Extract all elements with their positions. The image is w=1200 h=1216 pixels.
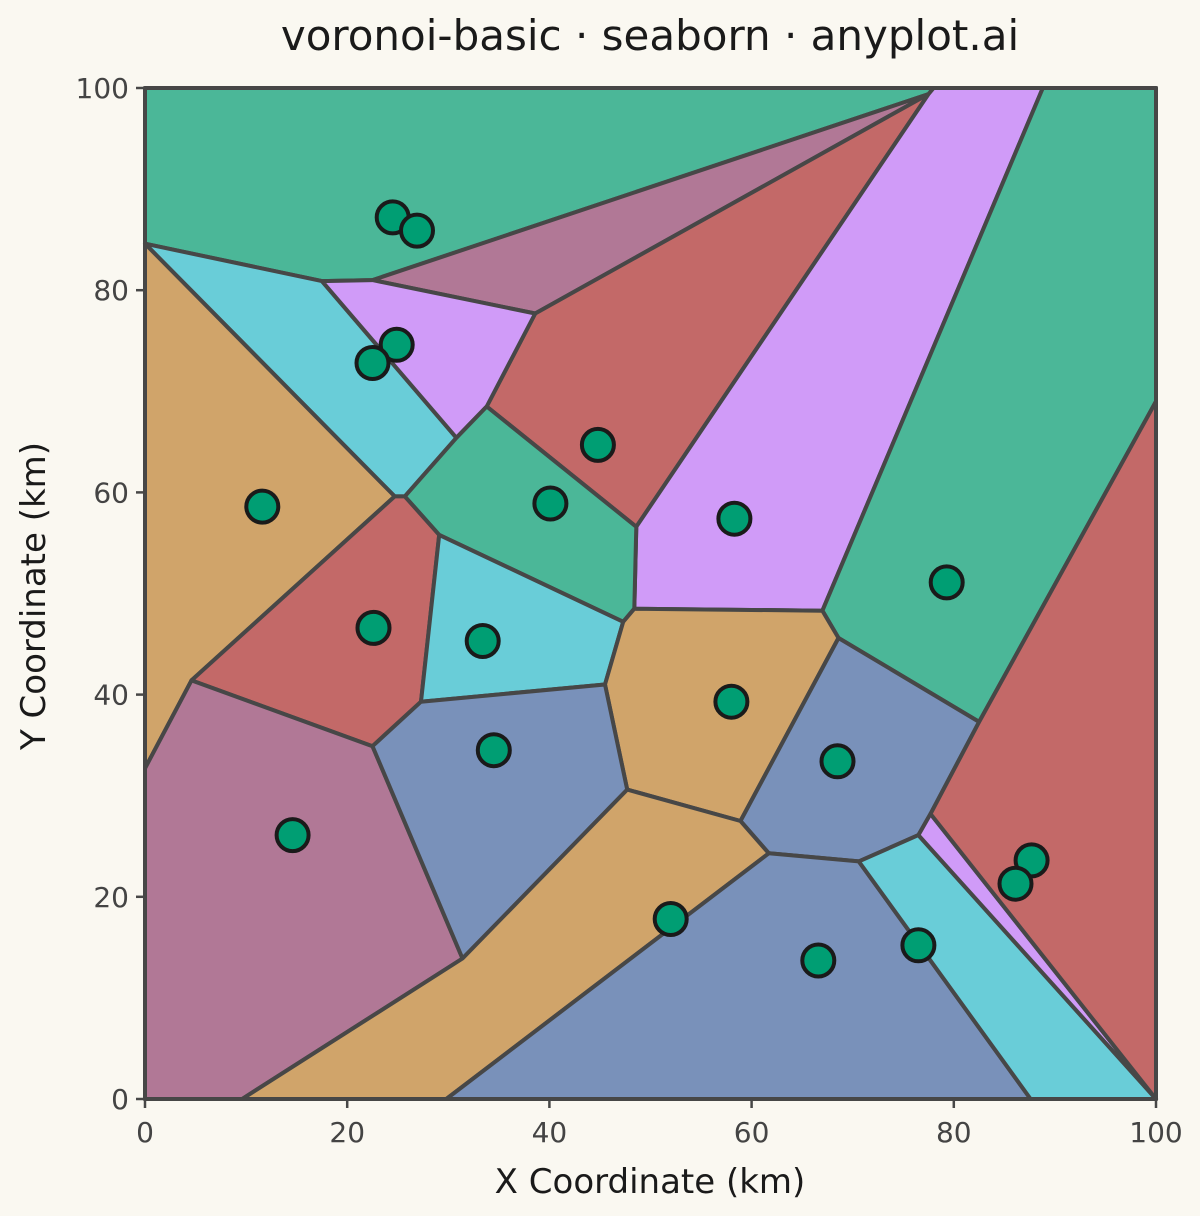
voronoi-cell-14: [370, 682, 630, 961]
x-tick-label: 100: [1129, 1116, 1182, 1149]
seed-point-9: [928, 564, 965, 601]
y-tick-label: 80: [93, 274, 129, 307]
seed-point-18: [652, 901, 689, 937]
seed-point-11: [464, 623, 501, 659]
y-tick-label: 60: [93, 476, 129, 509]
y-axis: 0 20 40 60 80 100: [76, 72, 145, 1116]
x-axis-label: X Coordinate (km): [495, 1162, 806, 1202]
seed-point-13: [475, 732, 512, 769]
x-tick-label: 40: [532, 1116, 568, 1149]
seed-point-19: [900, 927, 937, 964]
seed-point-12: [713, 683, 750, 720]
seed-point-10: [355, 609, 392, 646]
seed-point-14: [819, 743, 856, 780]
x-axis: 0 20 40 60 80 100: [136, 1099, 1183, 1149]
x-tick-label: 60: [734, 1116, 770, 1149]
seed-point-2: [399, 212, 435, 249]
y-tick-label: 40: [93, 679, 129, 712]
seed-point-17: [997, 865, 1034, 902]
plot-frame: [143, 86, 1158, 1101]
seed-point-15: [274, 817, 311, 854]
seed-point-4: [354, 345, 391, 381]
seed-point-20: [800, 942, 837, 979]
y-tick-label: 100: [76, 72, 129, 105]
seed-point-6: [244, 488, 281, 525]
seed-point-5: [579, 426, 616, 463]
x-tick-label: 80: [936, 1116, 972, 1149]
voronoi-cell-7: [319, 278, 538, 440]
y-axis-label: Y Coordinate (km): [14, 442, 54, 751]
voronoi-cells: [143, 86, 1158, 1101]
y-tick-label: 20: [93, 881, 129, 914]
seed-point-8: [716, 500, 753, 537]
x-tick-label: 0: [136, 1116, 154, 1149]
y-tick-label: 0: [111, 1083, 129, 1116]
seed-points: [244, 199, 1050, 979]
seed-point-7: [532, 485, 569, 522]
seed-point-3: [378, 326, 415, 363]
chart-title: voronoi-basic · seaborn · anyplot.ai: [281, 11, 1019, 60]
x-tick-label: 20: [329, 1116, 365, 1149]
